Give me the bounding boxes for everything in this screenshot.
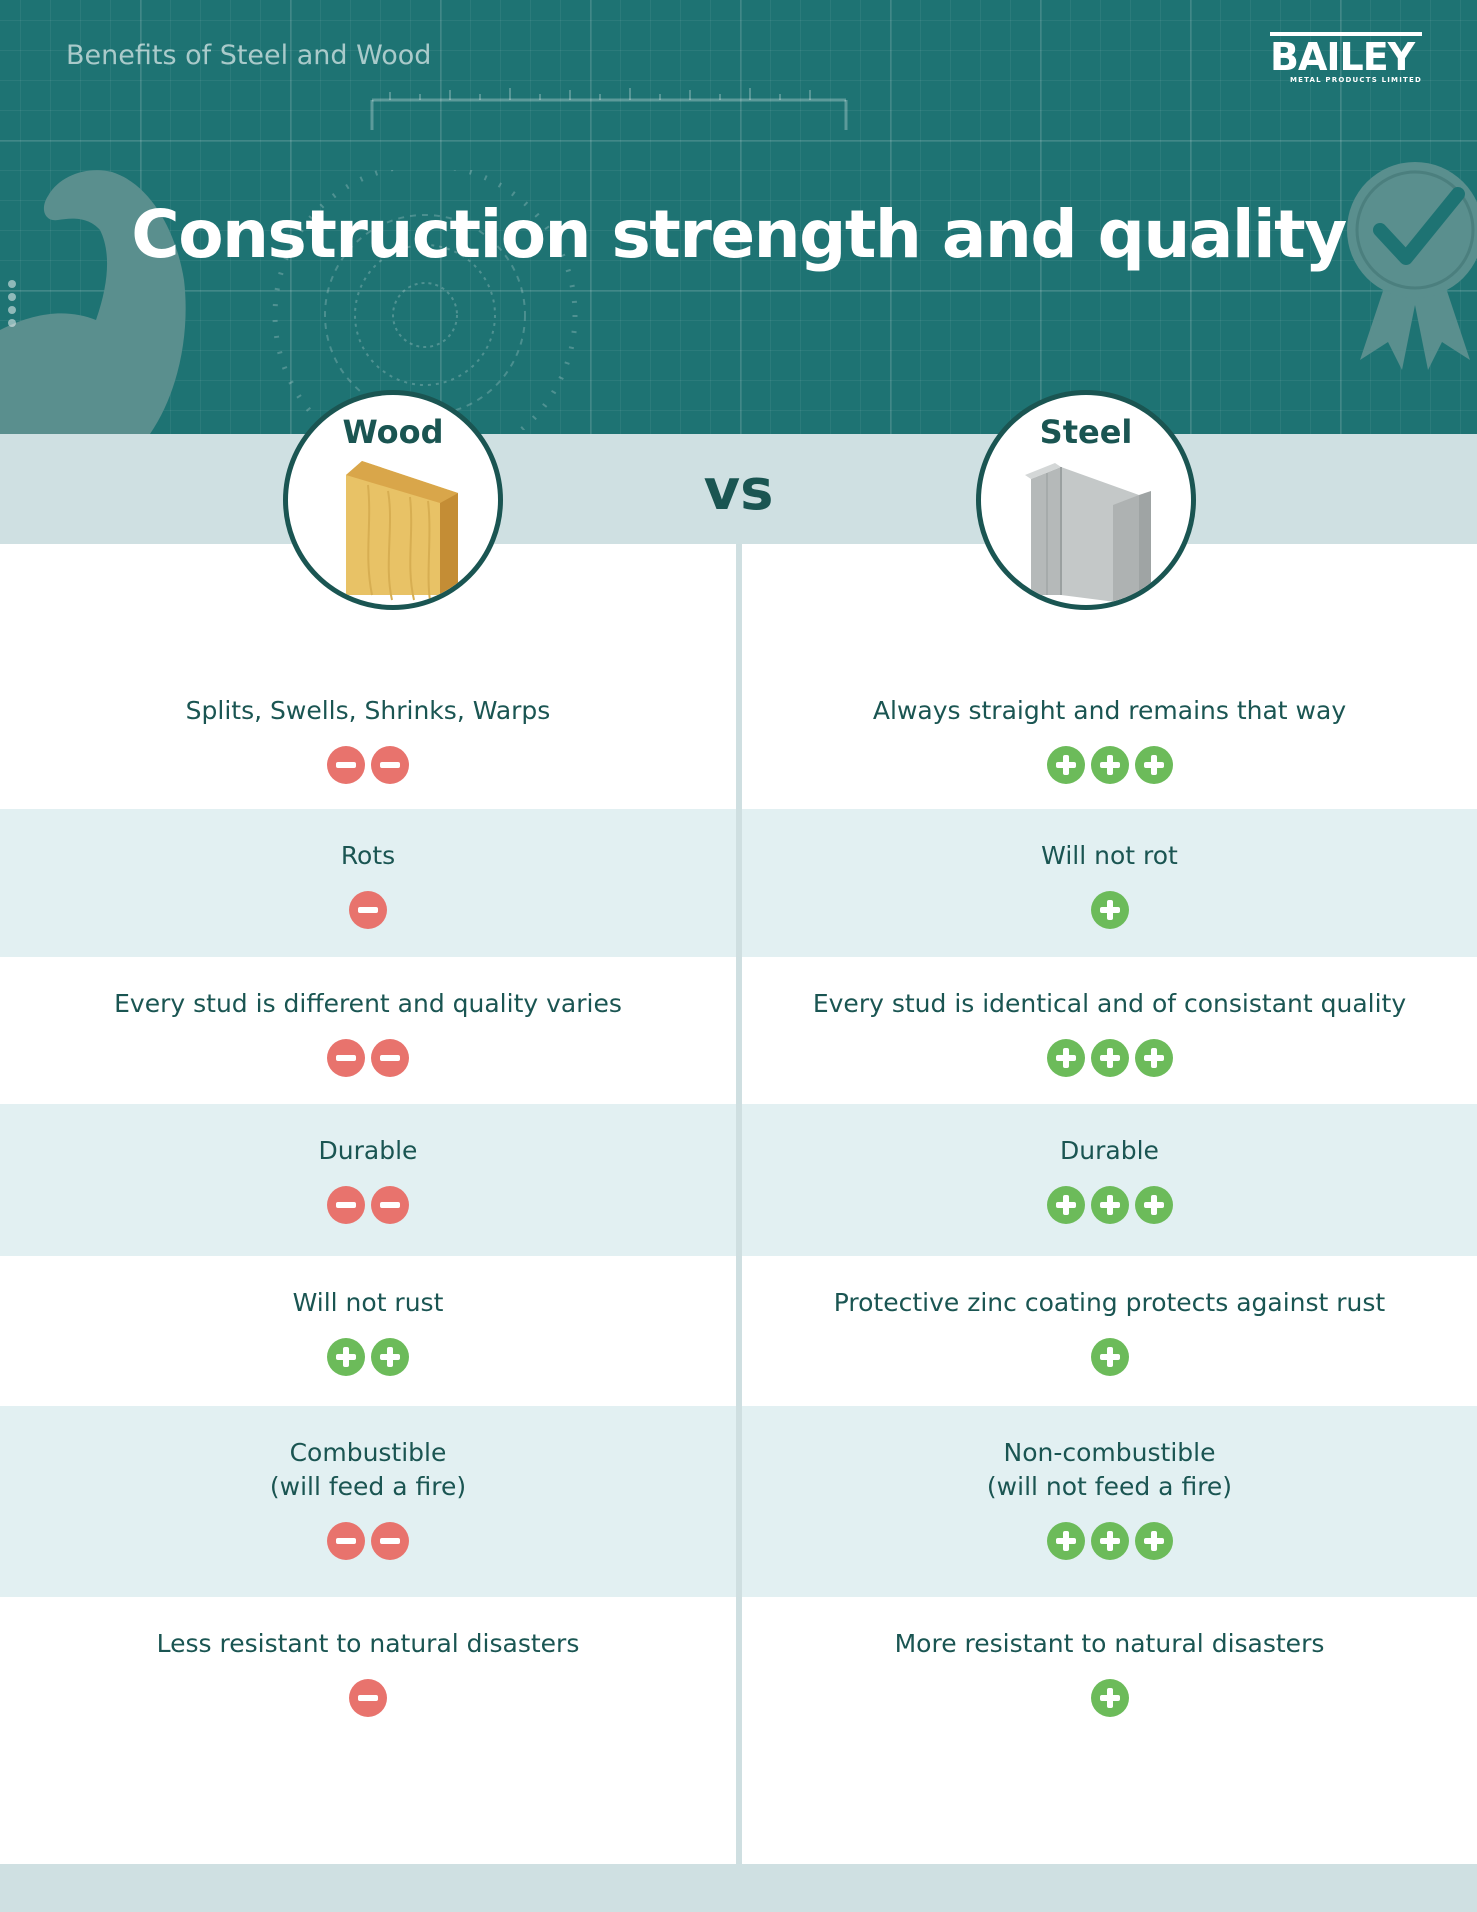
wood-cell: Will not rust xyxy=(0,1256,736,1406)
minus-icon xyxy=(327,1522,365,1560)
rating-icons xyxy=(742,1522,1477,1560)
breadcrumb: Benefits of Steel and Wood xyxy=(66,40,432,71)
plus-icon xyxy=(1090,746,1129,784)
plus-icon xyxy=(1090,891,1129,929)
plus-icon xyxy=(1134,746,1173,784)
minus-icon xyxy=(371,1186,409,1224)
wood-attribute-text: Every stud is different and quality vari… xyxy=(114,989,622,1018)
comparison-row: Splits, Swells, Shrinks, Warps Always str… xyxy=(0,664,1477,809)
wood-attribute-text: Less resistant to natural disasters xyxy=(156,1629,580,1658)
rating-icons xyxy=(742,746,1477,784)
steel-cell: Always straight and remains that way xyxy=(742,664,1477,809)
rating-icons xyxy=(742,1186,1477,1224)
plus-icon xyxy=(1090,1039,1129,1077)
wood-cell: Durable xyxy=(0,1104,736,1256)
steel-cell: Durable xyxy=(742,1104,1477,1256)
minus-icon xyxy=(327,1186,365,1224)
plus-icon xyxy=(327,1338,365,1376)
plus-icon xyxy=(1090,1186,1129,1224)
wood-attribute-text: Will not rust xyxy=(292,1288,444,1317)
plus-icon xyxy=(1046,746,1085,784)
steel-badge: Steel xyxy=(976,390,1196,610)
rating-icons xyxy=(0,746,736,784)
plus-icon xyxy=(1046,1186,1085,1224)
wood-attribute-text: Durable xyxy=(318,1136,418,1165)
steel-attribute-text: Durable xyxy=(1060,1136,1159,1165)
wood-cell: Rots xyxy=(0,809,736,957)
comparison-row: Will not rust Protective zinc coating pro… xyxy=(0,1256,1477,1406)
wood-stud-icon xyxy=(346,461,458,605)
plus-icon xyxy=(371,1338,409,1376)
minus-icon xyxy=(349,891,387,929)
rating-icons xyxy=(742,891,1477,929)
plus-icon xyxy=(1090,1679,1129,1717)
page-title: Construction strength and quality xyxy=(131,196,1347,273)
steel-cell: Protective zinc coating protects against… xyxy=(742,1256,1477,1406)
rating-icons xyxy=(0,891,736,929)
comparison-row: Rots Will not rot xyxy=(0,809,1477,957)
minus-icon xyxy=(371,1039,409,1077)
minus-icon xyxy=(371,746,409,784)
vs-band xyxy=(0,434,1477,544)
steel-cell: Every stud is identical and of consistan… xyxy=(742,957,1477,1104)
award-ribbon-icon xyxy=(1347,162,1477,370)
vs-label: vs xyxy=(703,458,774,523)
plus-icon xyxy=(1090,1338,1129,1376)
wood-cell: Combustible (will feed a fire) xyxy=(0,1406,736,1597)
plus-icon xyxy=(1134,1522,1173,1560)
footer-band xyxy=(0,1864,1477,1912)
steel-attribute-text: Protective zinc coating protects against… xyxy=(833,1288,1386,1317)
rating-icons xyxy=(742,1679,1477,1717)
rating-icons xyxy=(0,1186,736,1224)
comparison-row: Less resistant to natural disasters More … xyxy=(0,1597,1477,1864)
rating-icons xyxy=(0,1338,736,1376)
minus-icon xyxy=(371,1522,409,1560)
minus-icon xyxy=(327,746,365,784)
steel-attribute-text: Will not rot xyxy=(1041,841,1178,870)
plus-icon xyxy=(1046,1039,1085,1077)
minus-icon xyxy=(349,1679,387,1717)
ruler-icon xyxy=(370,88,848,130)
plus-icon xyxy=(1046,1522,1085,1560)
comparison-row: Combustible (will feed a fire) Non-combus… xyxy=(0,1406,1477,1597)
wood-cell: Every stud is different and quality vari… xyxy=(0,957,736,1104)
steel-attribute-text: Every stud is identical and of consistan… xyxy=(812,989,1407,1018)
plus-icon xyxy=(1090,1522,1129,1560)
steel-stud-icon xyxy=(1025,463,1151,605)
comparison-row: Every stud is different and quality vari… xyxy=(0,957,1477,1104)
minus-icon xyxy=(327,1039,365,1077)
wood-cell: Less resistant to natural disasters xyxy=(0,1597,736,1864)
logo-text: BAILEY xyxy=(1270,32,1422,78)
wood-attribute-text: Splits, Swells, Shrinks, Warps xyxy=(185,696,551,725)
steel-cell: Will not rot xyxy=(742,809,1477,957)
header-banner: Benefits of Steel and Wood BAILEY METAL … xyxy=(0,0,1477,434)
rating-icons xyxy=(742,1039,1477,1077)
wood-label: Wood xyxy=(342,413,444,451)
dots-decoration xyxy=(8,280,16,327)
comparison-row: Durable Durable xyxy=(0,1104,1477,1256)
steel-cell: More resistant to natural disasters xyxy=(742,1597,1477,1864)
steel-attribute-text: Always straight and remains that way xyxy=(872,696,1347,725)
rating-icons xyxy=(0,1679,736,1717)
steel-label: Steel xyxy=(1039,413,1133,451)
logo-subtext: METAL PRODUCTS LIMITED xyxy=(1289,76,1422,84)
steel-attribute-text: More resistant to natural disasters xyxy=(894,1629,1325,1658)
flexed-arm-icon xyxy=(0,170,186,434)
plus-icon xyxy=(1134,1186,1173,1224)
plus-icon xyxy=(1134,1039,1173,1077)
column-divider xyxy=(736,544,742,1864)
bailey-logo: BAILEY METAL PRODUCTS LIMITED xyxy=(1270,32,1422,84)
steel-attribute-text: Non-combustible (will not feed a fire) xyxy=(986,1438,1233,1501)
rating-icons xyxy=(0,1039,736,1077)
wood-cell: Splits, Swells, Shrinks, Warps xyxy=(0,664,736,809)
rating-icons xyxy=(0,1522,736,1560)
wood-badge: Wood xyxy=(283,390,503,610)
steel-cell: Non-combustible (will not feed a fire) xyxy=(742,1406,1477,1597)
wood-attribute-text: Rots xyxy=(340,841,396,870)
rating-icons xyxy=(742,1338,1477,1376)
wood-attribute-text: Combustible (will feed a fire) xyxy=(269,1438,467,1501)
